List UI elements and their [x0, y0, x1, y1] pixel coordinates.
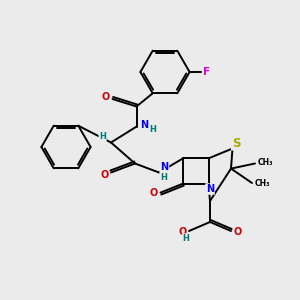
- Text: O: O: [178, 226, 187, 237]
- Text: N: N: [140, 120, 148, 130]
- Text: N: N: [160, 162, 169, 172]
- Text: O: O: [100, 170, 109, 180]
- Text: F: F: [203, 67, 211, 77]
- Text: CH₃: CH₃: [257, 158, 273, 167]
- Text: H: H: [160, 172, 167, 182]
- Text: S: S: [232, 136, 240, 150]
- Text: H: H: [150, 124, 156, 134]
- Text: O: O: [102, 92, 110, 103]
- Text: CH₃: CH₃: [254, 178, 270, 188]
- Text: N: N: [206, 184, 214, 194]
- Text: O: O: [150, 188, 158, 198]
- Text: H: H: [99, 132, 106, 141]
- Text: H: H: [183, 234, 189, 243]
- Text: O: O: [233, 226, 242, 237]
